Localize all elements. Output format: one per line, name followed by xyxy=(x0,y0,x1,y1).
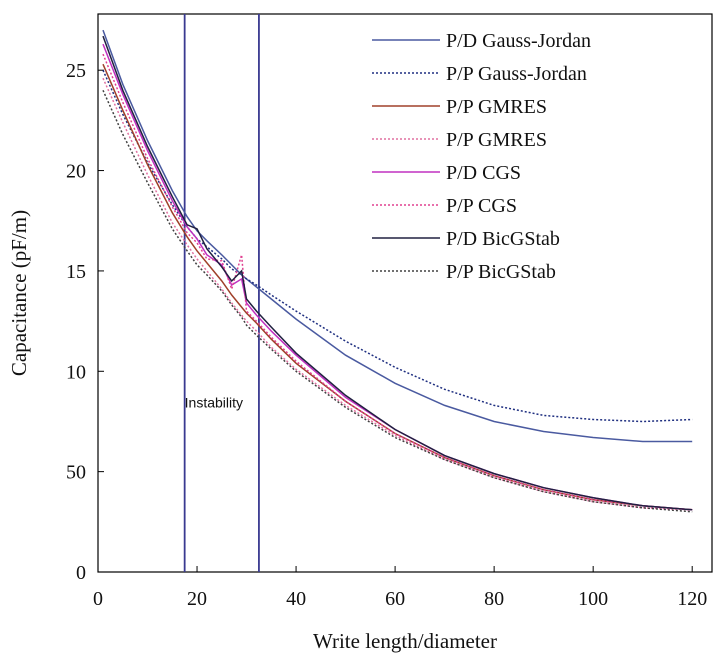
series-line xyxy=(102,43,693,511)
legend-label: P/P Gauss-Jordan xyxy=(446,63,587,85)
legend-label: P/P CGS xyxy=(446,195,517,217)
y-tick-label: 10 xyxy=(66,361,86,383)
y-axis-label: Capacitance (pF/m) xyxy=(7,210,31,376)
legend-label: P/D BicGStab xyxy=(446,228,560,250)
y-tick-label: 15 xyxy=(66,261,86,283)
x-tick-label: 100 xyxy=(578,588,608,610)
legend-label: P/P GMRES xyxy=(446,129,547,151)
x-tick-label: 20 xyxy=(187,588,207,610)
series-line xyxy=(102,77,693,511)
legend-label: P/D CGS xyxy=(446,162,521,184)
annotation: Instability xyxy=(185,394,243,410)
y-tick-label: 0 xyxy=(76,562,86,584)
x-tick-label: 40 xyxy=(286,588,306,610)
y-tick-label: 25 xyxy=(66,60,86,82)
y-tick-label: 20 xyxy=(66,161,86,183)
series-line xyxy=(102,69,693,423)
series-line xyxy=(102,53,693,511)
x-tick-label: 80 xyxy=(484,588,504,610)
x-tick-label: 120 xyxy=(677,588,707,610)
series-line xyxy=(102,89,693,513)
x-tick-label: 0 xyxy=(93,588,103,610)
series-line xyxy=(102,63,693,511)
series-line xyxy=(102,29,693,443)
x-tick-label: 60 xyxy=(385,588,405,610)
legend-label: P/P BicGStab xyxy=(446,261,556,283)
series-line xyxy=(102,35,693,511)
legend-label: P/P GMRES xyxy=(446,96,547,118)
x-axis-label: Write length/diameter xyxy=(313,629,497,653)
plot-frame xyxy=(97,13,713,573)
y-tick-label: 50 xyxy=(66,462,86,484)
legend-label: P/D Gauss-Jordan xyxy=(446,30,591,52)
